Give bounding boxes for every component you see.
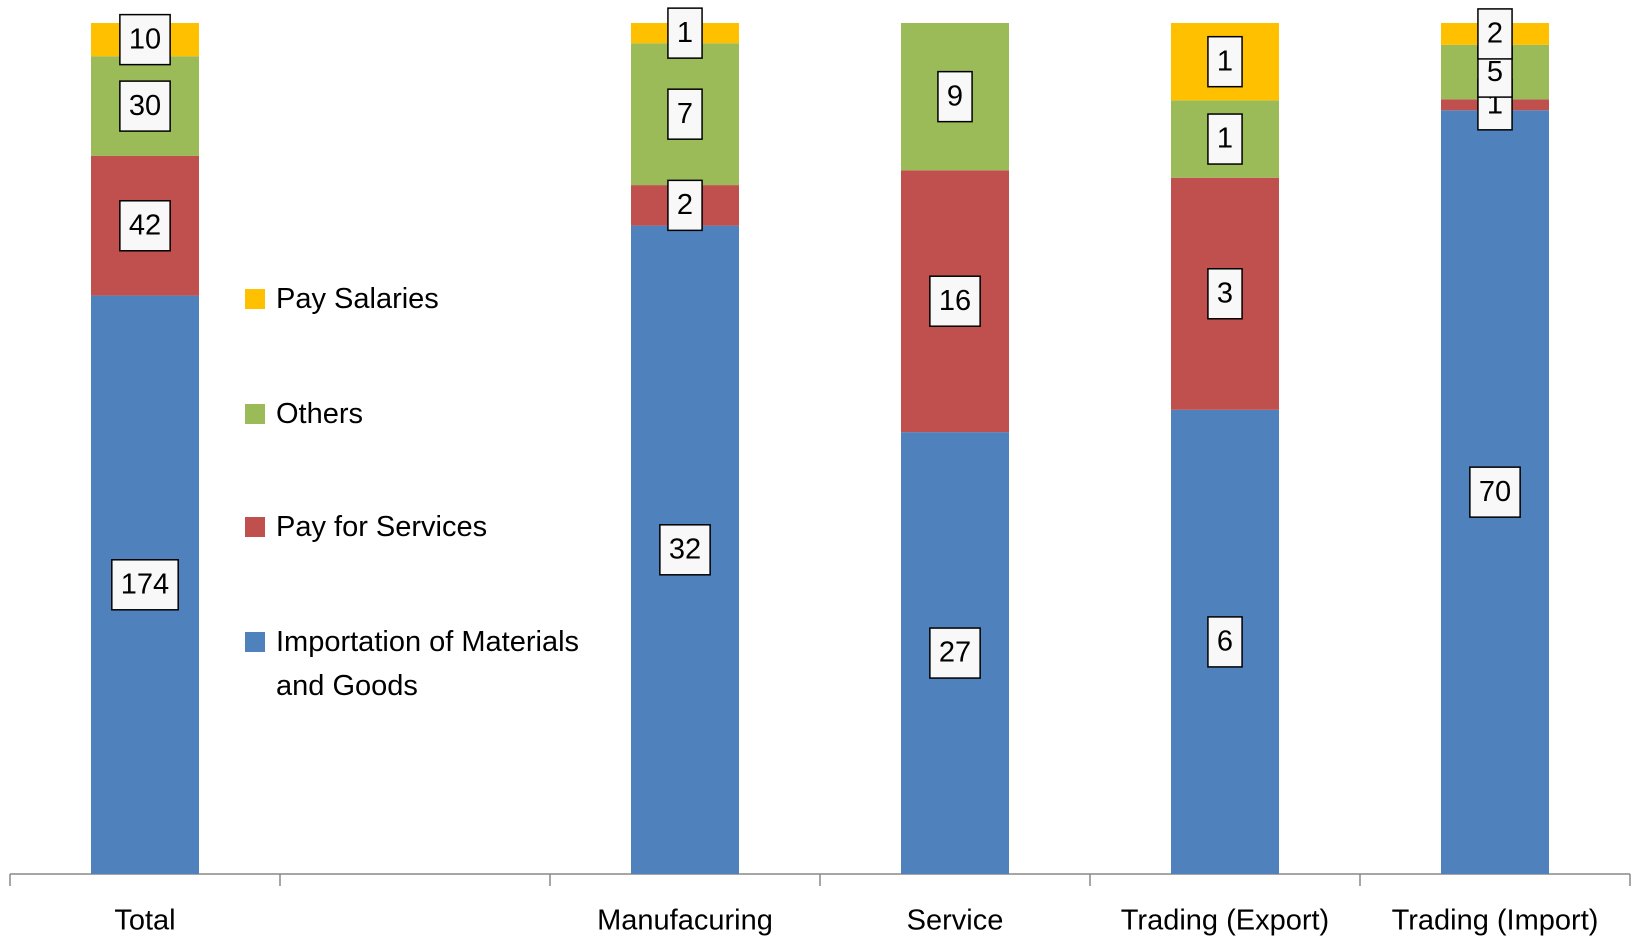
data-label-box [667,179,703,232]
data-label: 3 [1217,277,1233,309]
data-label: 2 [677,189,693,221]
data-label-box [937,70,973,123]
data-label-box [1207,268,1243,320]
data-label-box [929,275,981,327]
data-label-box [659,524,711,576]
data-label: 1 [1217,123,1233,155]
data-label: 9 [947,80,963,112]
x-tick-label: Manufacuring [597,905,773,937]
legend-label: Pay for Services [276,511,488,543]
legend-swatch [245,404,265,424]
data-label: 5 [1487,56,1503,88]
data-label: 32 [669,533,701,565]
legend-swatch [245,517,265,537]
x-tick-label: Service [907,905,1004,937]
data-label: 174 [121,568,169,600]
data-label: 2 [1487,18,1503,50]
legend-swatch [245,289,265,309]
data-label-box [1207,35,1243,88]
data-label-box [119,80,171,132]
data-label-box [667,88,703,140]
legend-label: Importation of Materials and Goods [276,626,580,702]
data-label-box [1469,466,1521,518]
data-label: 30 [129,90,161,122]
data-label-box [1477,8,1513,60]
data-label-box [119,13,171,66]
data-label: 6 [1217,626,1233,658]
data-label: 70 [1479,476,1511,508]
data-label: 7 [677,98,693,130]
x-tick-label: Total [114,905,175,937]
data-label-box [111,559,179,611]
legend-label: Pay Salaries [276,283,439,315]
legend-swatch [245,632,265,652]
data-label-box [929,627,981,679]
x-tick-label: Trading (Import) [1392,905,1599,937]
data-label-box [119,200,171,252]
data-label: 27 [939,637,971,669]
data-label: 1 [677,17,693,49]
data-label: 1 [1217,45,1233,77]
data-label: 16 [939,285,971,317]
data-label: 10 [129,23,161,55]
data-label-box [667,7,703,59]
data-label: 42 [129,209,161,241]
legend-label: Others [276,398,364,430]
x-tick-label: Trading (Export) [1121,905,1329,937]
data-label-box [1207,113,1243,165]
data-label-box [1207,616,1243,668]
